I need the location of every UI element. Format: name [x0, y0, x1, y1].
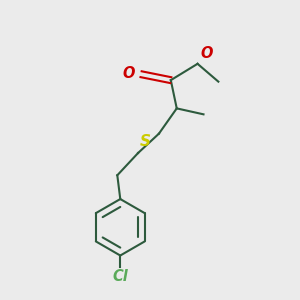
- Text: O: O: [123, 66, 135, 81]
- Text: O: O: [200, 46, 213, 62]
- Text: Cl: Cl: [112, 269, 128, 284]
- Text: S: S: [140, 134, 151, 149]
